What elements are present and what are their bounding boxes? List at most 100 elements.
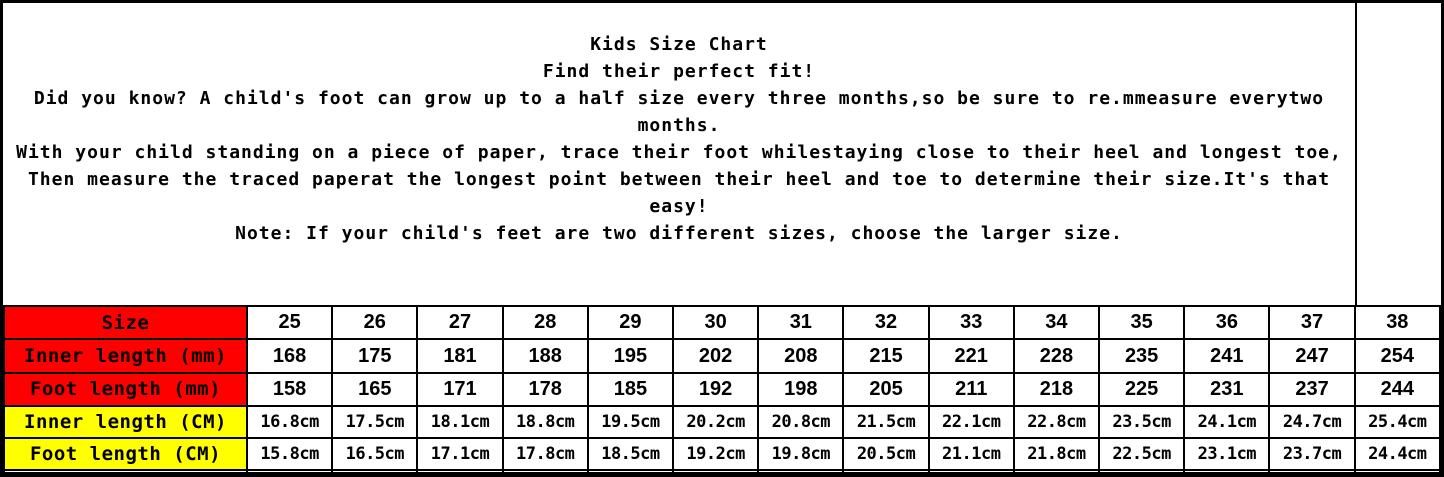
value-cell-inner-length-mm: 235 bbox=[1098, 338, 1186, 374]
table-row-size: Size 25 26 27 28 29 30 31 32 33 34 35 36 37 38 bbox=[3, 304, 1441, 341]
value-cell-size: 26 bbox=[331, 304, 419, 341]
value-cell-size: 36 bbox=[1183, 304, 1271, 341]
intro-line-4: months. bbox=[637, 115, 721, 136]
row-label-cell-inner-length-cm: Inner length (CM) bbox=[3, 405, 248, 440]
value-cell-empty-row bbox=[927, 469, 1015, 474]
value-cell-empty-row bbox=[842, 469, 930, 474]
value-cell-empty-row bbox=[757, 469, 845, 474]
value-cell-empty-row bbox=[1353, 469, 1441, 474]
value-cell-foot-length-mm: 178 bbox=[501, 371, 589, 408]
intro-line-6: Then measure the traced paperat the long… bbox=[27, 169, 1331, 190]
value-cell-foot-length-mm: 185 bbox=[586, 371, 675, 408]
value-cell-empty-row bbox=[1183, 469, 1271, 474]
value-cell-foot-length-cm: 20.5cm bbox=[842, 437, 930, 472]
value-cell-foot-length-cm: 17.1cm bbox=[416, 437, 504, 472]
value-cell-size: 25 bbox=[245, 304, 334, 341]
value-cell-foot-length-mm: 192 bbox=[672, 371, 760, 408]
value-cell-size: 28 bbox=[501, 304, 589, 341]
value-cell-inner-length-cm: 20.8cm bbox=[757, 405, 845, 440]
value-cell-foot-length-cm: 23.7cm bbox=[1268, 437, 1356, 472]
value-cell-inner-length-cm: 22.1cm bbox=[927, 405, 1015, 440]
intro-section: Kids Size Chart Find their perfect fit! Di… bbox=[3, 3, 1441, 305]
value-cell-inner-length-mm: 215 bbox=[842, 338, 930, 374]
value-cell-inner-length-cm: 22.8cm bbox=[1012, 405, 1101, 440]
table-row-inner-length-mm: Inner length (mm) 168 175 181 188 195 202 208 21… bbox=[3, 338, 1441, 374]
value-cell-empty-row bbox=[586, 469, 675, 474]
value-cell-inner-length-mm: 254 bbox=[1353, 338, 1441, 374]
value-cell-inner-length-cm: 16.8cm bbox=[245, 405, 334, 440]
value-cell-foot-length-cm: 23.1cm bbox=[1183, 437, 1271, 472]
table-row-foot-length-cm: Foot length (CM) 15.8cm 16.5cm 17.1cm 17.8cm… bbox=[3, 437, 1441, 472]
size-chart-table: Size 25 26 27 28 29 30 31 32 33 34 35 36 37 38 Inner le… bbox=[3, 304, 1441, 474]
value-cell-empty-row bbox=[1098, 469, 1186, 474]
value-cell-inner-length-mm: 195 bbox=[586, 338, 675, 374]
value-cell-inner-length-mm: 247 bbox=[1268, 338, 1356, 374]
value-cell-empty-row bbox=[672, 469, 760, 474]
value-cell-foot-length-mm: 231 bbox=[1183, 371, 1271, 408]
value-cell-foot-length-mm: 198 bbox=[757, 371, 845, 408]
value-cell-inner-length-cm: 20.2cm bbox=[672, 405, 760, 440]
value-cell-foot-length-mm: 244 bbox=[1353, 371, 1441, 408]
value-cell-empty-row bbox=[245, 469, 334, 474]
value-cell-size: 29 bbox=[586, 304, 675, 341]
value-cell-inner-length-cm: 21.5cm bbox=[842, 405, 930, 440]
value-cell-foot-length-mm: 205 bbox=[842, 371, 930, 408]
value-cell-foot-length-cm: 18.5cm bbox=[586, 437, 675, 472]
value-cell-foot-length-mm: 211 bbox=[927, 371, 1015, 408]
value-cell-inner-length-mm: 168 bbox=[245, 338, 334, 374]
intro-line-2: Find their perfect fit! bbox=[542, 61, 816, 82]
value-cell-inner-length-cm: 19.5cm bbox=[586, 405, 675, 440]
value-cell-inner-length-mm: 181 bbox=[416, 338, 504, 374]
value-cell-foot-length-mm: 225 bbox=[1098, 371, 1186, 408]
row-label-cell-size: Size bbox=[3, 304, 248, 341]
value-cell-empty-row bbox=[1268, 469, 1356, 474]
value-cell-foot-length-mm: 165 bbox=[331, 371, 419, 408]
value-cell-foot-length-cm: 17.8cm bbox=[501, 437, 589, 472]
value-cell-size: 33 bbox=[927, 304, 1015, 341]
value-cell-inner-length-cm: 24.7cm bbox=[1268, 405, 1356, 440]
intro-line-8: Note: If your child's feet are two diffe… bbox=[235, 223, 1123, 244]
value-cell-size: 27 bbox=[416, 304, 504, 341]
value-cell-foot-length-mm: 171 bbox=[416, 371, 504, 408]
value-cell-inner-length-mm: 228 bbox=[1012, 338, 1101, 374]
row-label-cell-foot-length-mm: Foot length (mm) bbox=[3, 371, 248, 408]
value-cell-foot-length-cm: 21.8cm bbox=[1012, 437, 1101, 472]
value-cell-inner-length-mm: 175 bbox=[331, 338, 419, 374]
value-cell-inner-length-cm: 23.5cm bbox=[1098, 405, 1186, 440]
row-label-cell-empty-row bbox=[3, 469, 248, 474]
intro-line-3: Did you know? A child's foot can grow up… bbox=[33, 88, 1325, 109]
value-cell-size: 32 bbox=[842, 304, 930, 341]
table-row-foot-length-mm: Foot length (mm) 158 165 171 178 185 192 198 205… bbox=[3, 371, 1441, 408]
table-row-inner-length-cm: Inner length (CM) 16.8cm 17.5cm 18.1cm 18.8c… bbox=[3, 405, 1441, 440]
value-cell-size: 31 bbox=[757, 304, 845, 341]
value-cell-empty-row bbox=[1012, 469, 1101, 474]
value-cell-foot-length-cm: 15.8cm bbox=[245, 437, 334, 472]
value-cell-foot-length-cm: 24.4cm bbox=[1353, 437, 1441, 472]
value-cell-foot-length-mm: 158 bbox=[245, 371, 334, 408]
row-label-cell-inner-length-mm: Inner length (mm) bbox=[3, 338, 248, 374]
value-cell-empty-row bbox=[331, 469, 419, 474]
value-cell-foot-length-cm: 16.5cm bbox=[331, 437, 419, 472]
value-cell-foot-length-mm: 237 bbox=[1268, 371, 1356, 408]
value-cell-size: 34 bbox=[1012, 304, 1101, 341]
value-cell-inner-length-cm: 18.8cm bbox=[501, 405, 589, 440]
value-cell-size: 37 bbox=[1268, 304, 1356, 341]
value-cell-foot-length-cm: 21.1cm bbox=[927, 437, 1015, 472]
value-cell-inner-length-mm: 208 bbox=[757, 338, 845, 374]
value-cell-inner-length-mm: 241 bbox=[1183, 338, 1271, 374]
value-cell-inner-length-mm: 221 bbox=[927, 338, 1015, 374]
value-cell-inner-length-mm: 202 bbox=[672, 338, 760, 374]
value-cell-size: 38 bbox=[1353, 304, 1441, 341]
value-cell-size: 35 bbox=[1098, 304, 1186, 341]
value-cell-size: 30 bbox=[672, 304, 760, 341]
intro-line-5: With your child standing on a piece of p… bbox=[16, 142, 1342, 163]
value-cell-foot-length-cm: 19.2cm bbox=[672, 437, 760, 472]
value-cell-inner-length-cm: 17.5cm bbox=[331, 405, 419, 440]
value-cell-foot-length-mm: 218 bbox=[1012, 371, 1101, 408]
value-cell-inner-length-cm: 24.1cm bbox=[1183, 405, 1271, 440]
table-row-empty-row bbox=[3, 469, 1441, 474]
value-cell-inner-length-mm: 188 bbox=[501, 338, 589, 374]
intro-line-7: easy! bbox=[649, 196, 709, 217]
value-cell-empty-row bbox=[416, 469, 504, 474]
